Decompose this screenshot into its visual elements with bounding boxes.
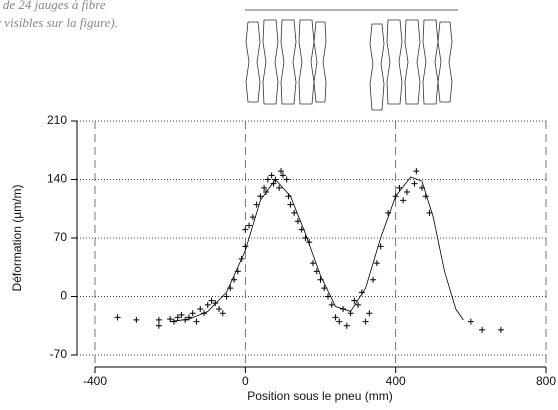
- data-point: [189, 310, 196, 317]
- data-point: [278, 168, 285, 175]
- x-tick-label: 0: [242, 374, 249, 388]
- data-point: [325, 293, 332, 300]
- data-point: [362, 318, 369, 325]
- y-tick-label: 140: [47, 172, 67, 186]
- data-point: [178, 311, 185, 318]
- annotation: r visibles sur la figure).: [0, 15, 118, 30]
- data-point: [294, 218, 301, 225]
- data-point: [257, 193, 264, 200]
- data-point: [411, 180, 418, 187]
- data-point: [332, 314, 339, 321]
- data-point: [261, 184, 268, 191]
- data-point: [385, 209, 392, 216]
- data-point: [268, 172, 275, 179]
- data-point: [373, 260, 380, 267]
- data-point: [291, 209, 298, 216]
- x-tick-label: 800: [536, 374, 556, 388]
- data-point: [114, 314, 121, 321]
- data-point: [413, 168, 420, 175]
- data-point: [276, 184, 283, 191]
- data-point: [155, 316, 162, 323]
- data-point: [223, 293, 230, 300]
- data-point: [403, 189, 410, 196]
- data-point: [467, 318, 474, 325]
- fit-line: [170, 176, 464, 322]
- annotation: t de 24 jauges à fibre: [0, 0, 106, 12]
- data-point: [366, 310, 373, 317]
- data-point: [193, 318, 200, 325]
- data-point: [167, 316, 174, 323]
- data-point: [264, 176, 271, 183]
- data-point: [351, 297, 358, 304]
- data-point: [216, 306, 223, 313]
- data-point: [336, 318, 343, 325]
- data-point: [204, 301, 211, 308]
- data-point: [328, 301, 335, 308]
- y-axis-label: Déformation (µm/m): [10, 185, 24, 292]
- data-point: [155, 322, 162, 329]
- x-axis-label: Position sous le pneu (mm): [247, 389, 392, 403]
- data-point: [396, 184, 403, 191]
- data-point: [400, 197, 407, 204]
- data-point: [309, 260, 316, 267]
- data-point: [426, 209, 433, 216]
- data-point: [246, 222, 253, 229]
- y-tick-label: 210: [47, 113, 67, 127]
- x-tick-label: 400: [386, 374, 406, 388]
- data-point: [377, 243, 384, 250]
- data-point: [242, 226, 249, 233]
- data-point: [133, 316, 140, 323]
- data-point: [302, 235, 309, 241]
- data-point: [497, 326, 504, 333]
- data-point: [249, 214, 256, 221]
- data-point: [197, 306, 204, 313]
- data-point: [279, 172, 286, 179]
- data-point: [370, 276, 377, 283]
- data-point: [283, 176, 290, 183]
- data-point: [253, 201, 260, 208]
- data-point: [287, 201, 294, 208]
- y-tick-label: 0: [60, 289, 67, 303]
- data-point: [343, 322, 350, 329]
- data-point: [174, 314, 181, 321]
- data-point: [219, 310, 226, 317]
- data-point: [208, 297, 215, 304]
- tire-diagram: [245, 9, 458, 111]
- y-tick-label: -70: [50, 347, 68, 361]
- data-point: [242, 243, 249, 250]
- x-tick-label: -400: [83, 374, 107, 388]
- data-point: [355, 301, 362, 308]
- data-point: [479, 326, 486, 333]
- y-tick-label: 70: [54, 230, 68, 244]
- data-point: [212, 300, 219, 307]
